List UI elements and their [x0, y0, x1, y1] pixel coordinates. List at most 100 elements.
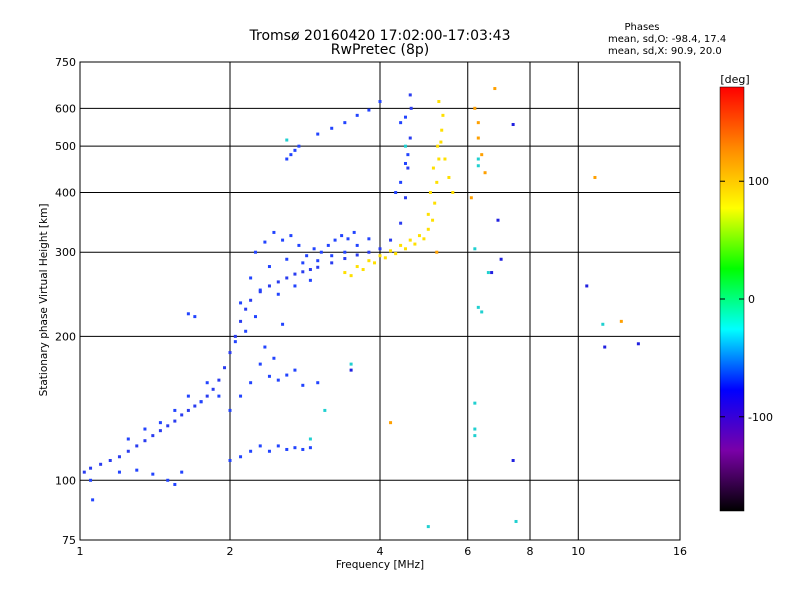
data-point [511, 458, 515, 462]
data-point [493, 87, 497, 91]
data-point [180, 413, 184, 417]
data-point [514, 519, 518, 523]
data-point [316, 132, 320, 136]
phases-x-stats: mean, sd,X: 90.9, 20.0 [608, 46, 722, 57]
data-point [267, 449, 271, 453]
data-point [151, 472, 155, 476]
data-point [276, 280, 280, 284]
data-point [389, 421, 393, 425]
data-point [258, 444, 262, 448]
data-point [249, 276, 253, 280]
data-point [253, 315, 257, 319]
data-point [312, 247, 316, 251]
x-tick-label: 1 [77, 545, 84, 558]
data-point [258, 362, 262, 366]
data-point [330, 126, 334, 130]
data-point [399, 221, 403, 225]
data-point [99, 462, 103, 466]
phases-heading: Phases [624, 22, 659, 33]
colorbar-tick-label: 0 [748, 293, 755, 306]
data-point [443, 157, 447, 161]
data-point [293, 148, 297, 152]
data-point [267, 284, 271, 288]
colorbar-ticks: 100 0 -100 [720, 175, 773, 424]
series-cyan-green-scattered [285, 138, 605, 529]
data-point [308, 268, 312, 272]
data-point [249, 449, 253, 453]
series-o-mode-trace [82, 93, 413, 474]
x-tick-label: 2 [227, 545, 234, 558]
data-point [308, 446, 312, 450]
data-point [361, 268, 365, 272]
data-point [426, 212, 430, 216]
data-point [480, 153, 484, 157]
series-o-mode-spread [89, 100, 410, 502]
data-point [636, 342, 640, 346]
data-point [186, 408, 190, 412]
series-sparse-blue [349, 123, 640, 462]
chart-title-line2: RwPretec (8p) [331, 42, 429, 58]
data-point [439, 140, 443, 144]
data-point [166, 478, 170, 482]
data-point [285, 447, 289, 451]
data-point [346, 237, 350, 241]
data-point [89, 478, 93, 482]
data-point [276, 292, 280, 296]
data-point [308, 437, 312, 441]
data-point [435, 250, 439, 254]
x-tick-label: 6 [464, 545, 471, 558]
data-point [239, 455, 243, 459]
data-point [117, 455, 121, 459]
data-point [473, 434, 477, 438]
data-point [126, 449, 130, 453]
data-point [267, 265, 271, 269]
data-point [285, 138, 289, 142]
data-point [301, 383, 305, 387]
data-point [349, 368, 353, 372]
data-point [469, 196, 473, 200]
data-point [285, 276, 289, 280]
data-point [428, 190, 432, 194]
data-point [108, 458, 112, 462]
data-point [389, 249, 393, 253]
data-point [143, 427, 147, 431]
data-point [326, 243, 330, 247]
data-point [413, 242, 417, 246]
data-point [228, 351, 232, 355]
data-point [301, 447, 305, 451]
data-point [403, 247, 407, 251]
phases-o-stats: mean, sd,O: -98.4, 17.4 [608, 34, 726, 45]
data-point [406, 153, 410, 157]
data-point [308, 278, 312, 282]
data-point [343, 271, 347, 275]
data-point [272, 356, 276, 360]
data-point [135, 468, 139, 472]
data-point [173, 419, 177, 423]
data-point [426, 227, 430, 231]
data-point [399, 243, 403, 247]
data-point [267, 374, 271, 378]
x-tick-label: 8 [527, 545, 534, 558]
data-point [316, 265, 320, 269]
data-point [228, 458, 232, 462]
data-point [476, 164, 480, 168]
data-point [408, 93, 412, 97]
data-point [193, 404, 197, 408]
data-point [258, 288, 262, 292]
data-point [239, 319, 243, 323]
data-point [293, 284, 297, 288]
data-point [199, 400, 203, 404]
data-point [408, 238, 412, 242]
data-point [585, 284, 589, 288]
data-point [441, 113, 445, 117]
data-point [355, 265, 359, 269]
data-point [355, 113, 359, 117]
data-point [126, 437, 130, 441]
data-point [426, 525, 430, 529]
data-point [476, 157, 480, 161]
data-point [355, 253, 359, 257]
grid-lines [80, 62, 680, 540]
y-tick-label: 200 [55, 330, 76, 343]
data-point [367, 108, 371, 112]
